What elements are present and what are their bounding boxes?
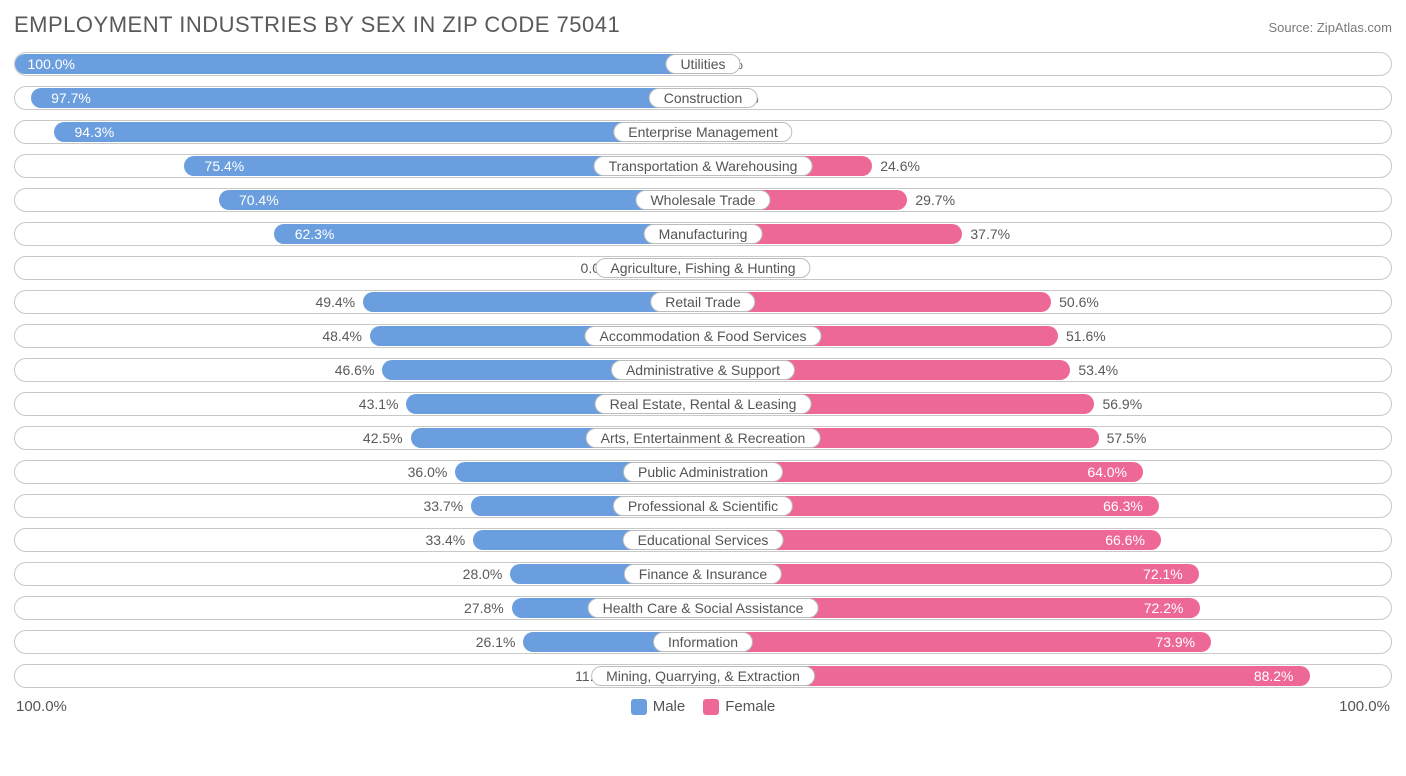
- pct-female: 56.9%: [1102, 396, 1142, 412]
- pct-male: 94.3%: [75, 124, 115, 140]
- category-label: Agriculture, Fishing & Hunting: [595, 258, 810, 278]
- bar-male: [15, 54, 703, 74]
- category-label: Construction: [649, 88, 758, 108]
- chart-title: EMPLOYMENT INDUSTRIES BY SEX IN ZIP CODE…: [14, 12, 620, 38]
- pct-male: 75.4%: [205, 158, 245, 174]
- pct-female: 64.0%: [1087, 464, 1127, 480]
- chart-header: EMPLOYMENT INDUSTRIES BY SEX IN ZIP CODE…: [14, 12, 1392, 38]
- chart-row: 43.1% 56.9% Real Estate, Rental & Leasing: [14, 392, 1392, 416]
- chart-row: 94.3%5.7%Enterprise Management: [14, 120, 1392, 144]
- category-label: Manufacturing: [644, 224, 763, 244]
- pct-female: 88.2%: [1254, 668, 1294, 684]
- legend-female-label: Female: [725, 698, 775, 715]
- chart-row: 28.0% 72.1% Finance & Insurance: [14, 562, 1392, 586]
- category-label: Administrative & Support: [611, 360, 795, 380]
- bar-female: [703, 632, 1211, 652]
- pct-female: 29.7%: [915, 192, 955, 208]
- chart-row: 33.4% 66.6% Educational Services: [14, 528, 1392, 552]
- chart-row: 0.0%0.0%Agriculture, Fishing & Hunting: [14, 256, 1392, 280]
- pct-male: 26.1%: [476, 634, 516, 650]
- legend-male-label: Male: [653, 698, 686, 715]
- chart-row: 42.5% 57.5% Arts, Entertainment & Recreati…: [14, 426, 1392, 450]
- legend-center: Male Female: [631, 698, 776, 715]
- category-label: Information: [653, 632, 753, 652]
- pct-female: 66.3%: [1103, 498, 1143, 514]
- bar-male: [219, 190, 703, 210]
- pct-male: 97.7%: [51, 90, 91, 106]
- pct-male: 42.5%: [363, 430, 403, 446]
- legend-male-swatch: [631, 699, 647, 715]
- category-label: Real Estate, Rental & Leasing: [595, 394, 812, 414]
- pct-male: 49.4%: [315, 294, 355, 310]
- category-label: Educational Services: [623, 530, 784, 550]
- pct-female: 53.4%: [1078, 362, 1118, 378]
- chart-row: 11.8%88.2%Mining, Quarrying, & Extractio…: [14, 664, 1392, 688]
- chart-row: 26.1% 73.9% Information: [14, 630, 1392, 654]
- chart-row: 70.4% 29.7% Wholesale Trade: [14, 188, 1392, 212]
- legend-female: Female: [703, 698, 775, 715]
- chart-row: 97.7%2.3%Construction: [14, 86, 1392, 110]
- category-label: Wholesale Trade: [635, 190, 770, 210]
- category-label: Public Administration: [623, 462, 783, 482]
- pct-male: 33.4%: [426, 532, 466, 548]
- pct-male: 28.0%: [463, 566, 503, 582]
- chart-legend: 100.0% Male Female 100.0%: [14, 698, 1392, 715]
- pct-female: 72.1%: [1143, 566, 1183, 582]
- category-label: Retail Trade: [650, 292, 755, 312]
- pct-female: 72.2%: [1144, 600, 1184, 616]
- chart-row: 75.4% 24.6% Transportation & Warehousing: [14, 154, 1392, 178]
- category-label: Professional & Scientific: [613, 496, 793, 516]
- chart-row: 49.4% 50.6% Retail Trade: [14, 290, 1392, 314]
- category-label: Transportation & Warehousing: [594, 156, 813, 176]
- category-label: Accommodation & Food Services: [585, 326, 822, 346]
- pct-male: 100.0%: [28, 56, 75, 72]
- category-label: Utilities: [665, 54, 740, 74]
- pct-male: 62.3%: [295, 226, 335, 242]
- category-label: Health Care & Social Assistance: [588, 598, 819, 618]
- pct-male: 48.4%: [322, 328, 362, 344]
- chart-row: 46.6% 53.4% Administrative & Support: [14, 358, 1392, 382]
- pct-female: 66.6%: [1105, 532, 1145, 548]
- pct-female: 51.6%: [1066, 328, 1106, 344]
- pct-male: 27.8%: [464, 600, 504, 616]
- pct-male: 43.1%: [359, 396, 399, 412]
- category-label: Enterprise Management: [613, 122, 792, 142]
- chart-row: 36.0% 64.0% Public Administration: [14, 460, 1392, 484]
- pct-female: 57.5%: [1107, 430, 1147, 446]
- category-label: Mining, Quarrying, & Extraction: [591, 666, 815, 686]
- chart-row: 62.3% 37.7% Manufacturing: [14, 222, 1392, 246]
- bar-male: [31, 88, 703, 108]
- pct-female: 37.7%: [970, 226, 1010, 242]
- chart-row: 100.0%0.0%Utilities: [14, 52, 1392, 76]
- axis-right-label: 100.0%: [1339, 698, 1390, 715]
- pct-male: 36.0%: [408, 464, 448, 480]
- source-prefix: Source:: [1268, 20, 1316, 35]
- diverging-bar-chart: 100.0%0.0%Utilities 97.7%2.3%Construction…: [14, 52, 1392, 688]
- chart-row: 33.7% 66.3% Professional & Scientific: [14, 494, 1392, 518]
- category-label: Arts, Entertainment & Recreation: [586, 428, 821, 448]
- axis-left-label: 100.0%: [16, 698, 67, 715]
- pct-male: 33.7%: [423, 498, 463, 514]
- pct-male: 70.4%: [239, 192, 279, 208]
- chart-row: 48.4% 51.6% Accommodation & Food Services: [14, 324, 1392, 348]
- category-label: Finance & Insurance: [624, 564, 782, 584]
- bar-male: [54, 122, 703, 142]
- chart-row: 27.8% 72.2% Health Care & Social Assistanc…: [14, 596, 1392, 620]
- bar-male: [274, 224, 703, 244]
- chart-source: Source: ZipAtlas.com: [1268, 20, 1392, 35]
- source-name: ZipAtlas.com: [1317, 20, 1392, 35]
- pct-male: 46.6%: [335, 362, 375, 378]
- pct-female: 73.9%: [1155, 634, 1195, 650]
- legend-male: Male: [631, 698, 686, 715]
- legend-female-swatch: [703, 699, 719, 715]
- pct-female: 24.6%: [880, 158, 920, 174]
- pct-female: 50.6%: [1059, 294, 1099, 310]
